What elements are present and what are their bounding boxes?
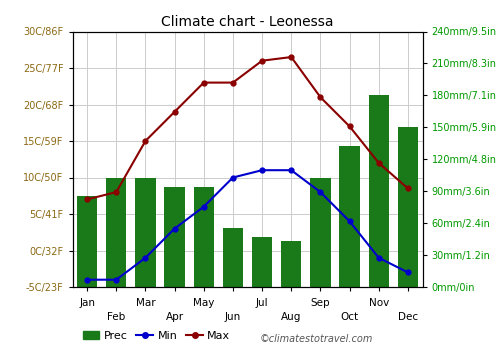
- Text: Jul: Jul: [256, 298, 268, 308]
- Text: Feb: Feb: [107, 312, 126, 322]
- Bar: [106, 177, 126, 287]
- Bar: [340, 146, 360, 287]
- Bar: [194, 187, 214, 287]
- Text: Apr: Apr: [166, 312, 184, 322]
- Text: Sep: Sep: [310, 298, 330, 308]
- Title: Climate chart - Leonessa: Climate chart - Leonessa: [161, 15, 334, 29]
- Text: Jan: Jan: [79, 298, 95, 308]
- Text: Nov: Nov: [368, 298, 389, 308]
- Legend: Prec, Min, Max: Prec, Min, Max: [78, 327, 235, 345]
- Bar: [398, 127, 418, 287]
- Bar: [310, 177, 330, 287]
- Bar: [222, 228, 243, 287]
- Bar: [164, 187, 185, 287]
- Bar: [135, 177, 156, 287]
- Text: May: May: [193, 298, 214, 308]
- Bar: [281, 241, 301, 287]
- Text: ©climatestotravel.com: ©climatestotravel.com: [260, 334, 374, 344]
- Bar: [368, 95, 389, 287]
- Text: Oct: Oct: [340, 312, 358, 322]
- Text: Aug: Aug: [281, 312, 301, 322]
- Bar: [77, 196, 98, 287]
- Bar: [252, 237, 272, 287]
- Text: Mar: Mar: [136, 298, 155, 308]
- Text: Dec: Dec: [398, 312, 418, 322]
- Text: Jun: Jun: [225, 312, 241, 322]
